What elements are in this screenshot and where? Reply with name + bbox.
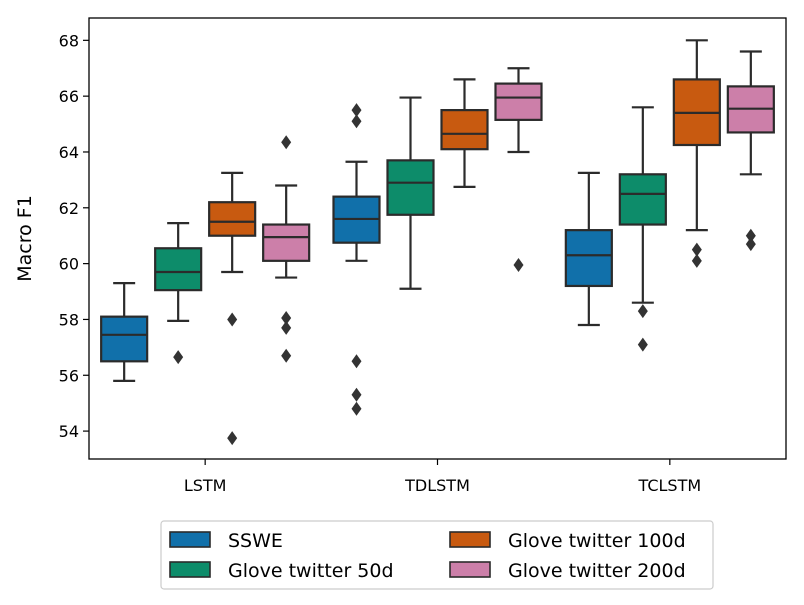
- outlier-3: [281, 348, 292, 363]
- box-tclstm-3: [726, 50, 775, 252]
- x-axis: LSTM TDLSTM TCLSTM: [184, 459, 701, 495]
- legend-item-1: Glove twitter 50d: [169, 560, 394, 582]
- y-tick-label-62: 62: [59, 199, 79, 218]
- box-tdlstm-2: [440, 78, 489, 188]
- outlier-0: [351, 103, 362, 118]
- legend-item-0: SSWE: [169, 530, 283, 552]
- legend-label: SSWE: [228, 530, 283, 552]
- box-tdlstm-3: [494, 67, 543, 273]
- outlier-0: [691, 242, 702, 257]
- box-lstm-2: [208, 171, 257, 446]
- outlier-1: [281, 311, 292, 326]
- outlier-0: [173, 350, 184, 365]
- outlier-0: [281, 135, 292, 150]
- legend-label: Glove twitter 50d: [228, 560, 394, 582]
- outlier-1: [691, 253, 702, 268]
- x-tick-label-tdlstm: TDLSTM: [404, 476, 470, 495]
- x-tick-label-tclstm: TCLSTM: [638, 476, 702, 495]
- outlier-1: [745, 237, 756, 252]
- box-tdlstm-0: [332, 103, 381, 416]
- outlier-1: [351, 114, 362, 129]
- outlier-3: [351, 387, 362, 402]
- box-lstm-0: [100, 282, 149, 382]
- box-body: [564, 229, 613, 288]
- outlier-2: [281, 320, 292, 335]
- y-tick-label-68: 68: [59, 31, 79, 50]
- legend-swatch: [449, 561, 491, 578]
- y-tick-label-64: 64: [59, 143, 79, 162]
- outlier-0: [637, 304, 648, 319]
- y-tick-label-66: 66: [59, 87, 79, 106]
- box-tdlstm-1: [386, 96, 435, 290]
- outlier-0: [227, 312, 238, 327]
- box-tclstm-1: [618, 106, 667, 352]
- legend-swatch: [169, 531, 211, 548]
- y-axis-label: Macro F1: [14, 195, 36, 282]
- outlier-1: [227, 431, 238, 446]
- outlier-0: [745, 228, 756, 243]
- outlier-2: [351, 354, 362, 369]
- plot-area: [100, 39, 775, 446]
- box-body: [494, 82, 543, 121]
- box-body: [208, 201, 257, 237]
- legend-label: Glove twitter 100d: [508, 530, 686, 552]
- y-tick-label-58: 58: [59, 310, 79, 329]
- box-body: [386, 159, 435, 216]
- x-tick-label-lstm: LSTM: [184, 476, 227, 495]
- legend-swatch: [169, 561, 211, 578]
- box-lstm-1: [154, 222, 203, 365]
- outlier-1: [637, 337, 648, 352]
- outlier-0: [513, 258, 524, 273]
- box-tclstm-0: [564, 171, 613, 327]
- legend-frame: [160, 520, 714, 590]
- box-body: [154, 247, 203, 292]
- y-tick-label-56: 56: [59, 366, 79, 385]
- legend-label: Glove twitter 200d: [508, 560, 686, 582]
- box-body: [440, 109, 489, 151]
- y-axis: 54 56 58 60 62 64 66 68: [59, 31, 89, 441]
- box-lstm-3: [262, 135, 311, 363]
- legend-item-3: Glove twitter 200d: [449, 560, 686, 582]
- box-body: [100, 315, 149, 363]
- box-body: [262, 223, 311, 262]
- legend-item-2: Glove twitter 100d: [449, 530, 686, 552]
- box-body: [618, 173, 667, 226]
- box-tclstm-2: [672, 39, 721, 268]
- y-tick-label-60: 60: [59, 255, 79, 274]
- legend-swatch: [449, 531, 491, 548]
- y-tick-label-54: 54: [59, 422, 79, 441]
- outlier-4: [351, 401, 362, 416]
- legend: SSWE Glove twitter 50d Glove twitter 100d G…: [160, 520, 714, 590]
